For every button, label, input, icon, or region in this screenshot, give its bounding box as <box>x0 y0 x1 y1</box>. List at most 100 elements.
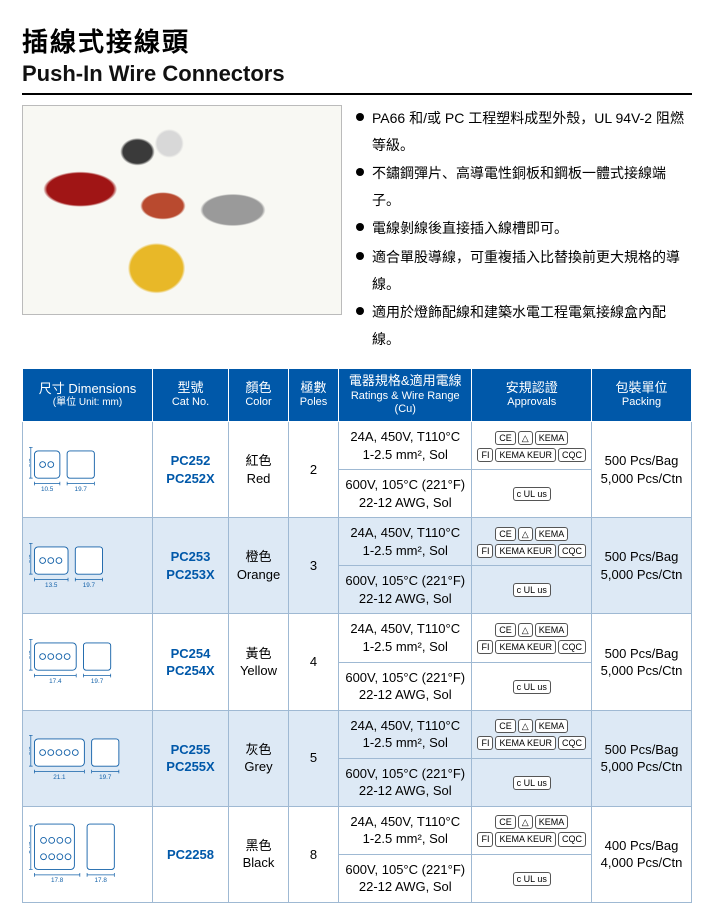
packing: 500 Pcs/Bag5,000 Pcs/Ctn <box>592 614 692 710</box>
approval-badge: CQC <box>558 448 586 462</box>
svg-text:9.5: 9.5 <box>29 554 32 563</box>
approval-badge: CE <box>495 815 516 829</box>
approval-badge: FI <box>477 448 493 462</box>
approval-badge: KEMA KEUR <box>495 736 556 750</box>
poles: 4 <box>289 614 339 710</box>
poles: 3 <box>289 518 339 614</box>
color: 灰色Grey <box>229 710 289 806</box>
approval-badge: FI <box>477 640 493 654</box>
spec-row: 9.5 10.5 19.7 PC252PC252X 紅色Red 2 24A, 4… <box>23 422 692 470</box>
approval-badge: FI <box>477 544 493 558</box>
approval-badge: KEMA <box>535 527 569 541</box>
approval-badge: c UL us <box>513 680 551 694</box>
approval-badge: KEMA <box>535 719 569 733</box>
cat-no: PC253PC253X <box>153 518 229 614</box>
spec-table: 尺寸 Dimensions (單位 Unit: mm) 型號Cat No. 顏色… <box>22 368 692 903</box>
svg-text:10.5: 10.5 <box>40 486 53 493</box>
approval-badge: c UL us <box>513 776 551 790</box>
color: 黑色Black <box>229 806 289 902</box>
dimensions-drawing: 9.5 17.4 19.7 <box>23 614 153 710</box>
poles: 5 <box>289 710 339 806</box>
feature-item: 適合單股導線，可重複插入比替換前更大規格的導線。 <box>356 244 692 297</box>
rating-a: 24A, 450V, T110°C1-2.5 mm², Sol <box>339 518 472 566</box>
feature-item: 不鏽鋼彈片、高導電性銅板和鋼板一體式接線端子。 <box>356 160 692 213</box>
col-dimensions: 尺寸 Dimensions (單位 Unit: mm) <box>23 369 153 422</box>
approval-badge: KEMA KEUR <box>495 640 556 654</box>
col-packing: 包裝單位Packing <box>592 369 692 422</box>
packing: 500 Pcs/Bag5,000 Pcs/Ctn <box>592 422 692 518</box>
approval-badge: CE <box>495 431 516 445</box>
approval-badge: △ <box>518 815 533 829</box>
spec-row: 9.5 17.4 19.7 PC254PC254X 黃色Yellow 4 24A… <box>23 614 692 662</box>
approval-badge: △ <box>518 623 533 637</box>
cat-no: PC254PC254X <box>153 614 229 710</box>
feature-list: PA66 和/或 PC 工程塑料成型外殼，UL 94V-2 阻燃等級。不鏽鋼彈片… <box>356 105 692 354</box>
cat-no: PC2258 <box>153 806 229 902</box>
packing: 500 Pcs/Bag5,000 Pcs/Ctn <box>592 710 692 806</box>
approval-badge: KEMA KEUR <box>495 448 556 462</box>
approvals-a: CE△KEMAFIKEMA KEURCQC <box>472 422 592 470</box>
approval-badge: △ <box>518 719 533 733</box>
svg-text:17.8: 17.8 <box>50 878 63 885</box>
svg-text:13.5: 13.5 <box>45 582 58 589</box>
rating-b: 600V, 105°C (221°F)22-12 AWG, Sol <box>339 566 472 614</box>
approval-badge: FI <box>477 736 493 750</box>
svg-text:9.5: 9.5 <box>29 746 32 755</box>
dimensions-drawing: 14.5 17.8 17.8 <box>23 806 153 902</box>
approval-badge: KEMA <box>535 431 569 445</box>
rating-b: 600V, 105°C (221°F)22-12 AWG, Sol <box>339 470 472 518</box>
col-color: 顏色Color <box>229 369 289 422</box>
approvals-a: CE△KEMA FIKEMA KEURCQC <box>472 806 592 854</box>
svg-text:19.7: 19.7 <box>82 582 95 589</box>
approval-badge: CQC <box>558 832 586 846</box>
approval-badge: c UL us <box>513 583 551 597</box>
col-cat: 型號Cat No. <box>153 369 229 422</box>
packing: 400 Pcs/Bag4,000 Pcs/Ctn <box>592 806 692 902</box>
title-rule <box>22 93 692 95</box>
approval-badge: c UL us <box>513 487 551 501</box>
spec-row: 9.5 21.1 19.7 PC255PC255X 灰色Grey 5 24A, … <box>23 710 692 758</box>
approvals-b: c UL us <box>472 566 592 614</box>
svg-text:19.7: 19.7 <box>90 678 103 685</box>
svg-text:9.5: 9.5 <box>29 650 32 659</box>
approvals-b: c UL us <box>472 662 592 710</box>
poles: 8 <box>289 806 339 902</box>
svg-text:17.4: 17.4 <box>49 678 62 685</box>
approval-badge: CE <box>495 623 516 637</box>
dimensions-drawing: 9.5 21.1 19.7 <box>23 710 153 806</box>
rating-a: 24A, 450V, T110°C1-2.5 mm², Sol <box>339 422 472 470</box>
approval-badge: CQC <box>558 640 586 654</box>
approval-badge: c UL us <box>513 872 551 886</box>
approvals-a: CE△KEMA FIKEMA KEURCQC <box>472 614 592 662</box>
header-row: 尺寸 Dimensions (單位 Unit: mm) 型號Cat No. 顏色… <box>23 369 692 422</box>
approval-badge: KEMA <box>535 815 569 829</box>
approvals-a: CE△KEMAFIKEMA KEURCQC <box>472 710 592 758</box>
approval-badge: KEMA <box>535 623 569 637</box>
col-rating: 電器規格&適用電線Ratings & Wire Range (Cu) <box>339 369 472 422</box>
approval-badge: FI <box>477 832 493 846</box>
svg-text:14.5: 14.5 <box>29 841 32 854</box>
dimensions-drawing: 9.5 13.5 19.7 <box>23 518 153 614</box>
approval-badge: CQC <box>558 544 586 558</box>
feature-item: 電線剝線後直接插入線槽即可。 <box>356 215 692 242</box>
feature-item: 適用於燈飾配線和建築水電工程電氣接線盒內配線。 <box>356 299 692 352</box>
title-zh: 插線式接線頭 <box>22 22 692 59</box>
approvals-b: c UL us <box>472 758 592 806</box>
dimensions-drawing: 9.5 10.5 19.7 <box>23 422 153 518</box>
svg-text:9.5: 9.5 <box>29 458 32 467</box>
rating-b: 600V, 105°C (221°F)22-12 AWG, Sol <box>339 758 472 806</box>
rating-a: 24A, 450V, T110°C1-2.5 mm², Sol <box>339 710 472 758</box>
col-approvals: 安規認證Approvals <box>472 369 592 422</box>
color: 紅色Red <box>229 422 289 518</box>
feature-item: PA66 和/或 PC 工程塑料成型外殼，UL 94V-2 阻燃等級。 <box>356 105 692 158</box>
svg-text:19.7: 19.7 <box>74 486 87 493</box>
col-poles: 極數Poles <box>289 369 339 422</box>
approval-badge: △ <box>518 527 533 541</box>
cat-no: PC255PC255X <box>153 710 229 806</box>
approval-badge: KEMA KEUR <box>495 832 556 846</box>
spec-row: 14.5 17.8 17.8 PC2258 黑色Black 8 24A, 450… <box>23 806 692 854</box>
svg-text:17.8: 17.8 <box>94 878 107 885</box>
title-en: Push-In Wire Connectors <box>22 61 692 87</box>
approval-badge: CE <box>495 719 516 733</box>
packing: 500 Pcs/Bag5,000 Pcs/Ctn <box>592 518 692 614</box>
